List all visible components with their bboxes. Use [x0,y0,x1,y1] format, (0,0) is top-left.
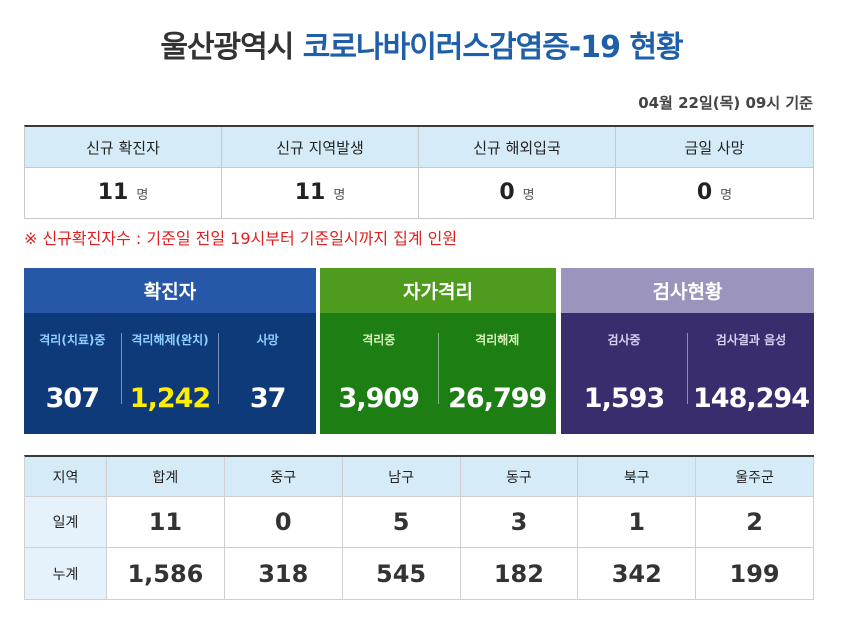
cumulative-uljugun-cell: 199 [696,548,814,599]
unit-label: 명 [522,188,535,203]
released-label: 격리해제 [475,333,520,347]
new-local-cell: 11 명 [222,168,419,218]
namgu-header: 남구 [342,457,461,497]
deaths-value: 37 [249,383,287,414]
new-local-value: 11 [294,180,326,205]
total-header: 합계 [107,457,225,497]
daily-junggu-cell: 0 [224,497,343,548]
recovered-label: 격리해제(완치) [131,333,209,347]
cumulative-row-label: 누계 [25,548,107,599]
quarantined-value: 3,909 [338,383,420,414]
title-city: 울산광역시 [160,30,294,65]
testing-panel-body: 검사중 1,593 검사결과 음성 148,294 [561,313,814,434]
bukgu-header: 북구 [578,457,697,497]
released-stat: 격리해제 26,799 [439,313,557,434]
new-confirmed-cell: 11 명 [25,168,222,218]
in-treatment-label: 격리(치료)중 [39,333,106,347]
recovered-stat: 격리해제(완치) 1,242 [122,313,219,434]
daily-uljugun-cell: 2 [696,497,814,548]
confirmed-panel-body: 격리(치료)중 307 격리해제(완치) 1,242 사망 37 [24,313,316,434]
divider [437,333,439,404]
daily-total-cell: 11 [107,497,225,548]
deaths-label: 사망 [256,333,279,347]
in-treatment-value: 307 [45,383,100,414]
page-title: 울산광역시 코로나바이러스감염증-19 현황 [0,22,843,66]
quarantine-panel-title: 자가격리 [320,268,556,313]
today-deaths-header: 금일 사망 [616,127,813,168]
daily-donggu-cell: 3 [460,497,579,548]
uljugun-header: 울주군 [696,457,814,497]
negative-value: 148,294 [693,383,810,414]
daily-row-label: 일계 [25,497,107,548]
daily-namgu-cell: 5 [342,497,461,548]
cumulative-namgu-cell: 545 [343,548,461,599]
quarantine-panel-body: 격리중 3,909 격리해제 26,799 [320,313,556,434]
divider [218,333,220,404]
donggu-header: 동구 [460,457,579,497]
new-overseas-header: 신규 해외입국 [419,127,616,168]
new-cases-note: ※ 신규확진자수 : 기준일 전일 19시부터 기준일시까지 집계 인원 [24,229,458,248]
cumulative-bukgu-cell: 342 [578,548,697,599]
unit-label: 명 [333,188,346,203]
quarantined-label: 격리중 [362,333,396,347]
today-deaths-cell: 0 명 [616,168,813,218]
cumulative-donggu-cell: 182 [461,548,579,599]
testing-panel: 검사현황 검사중 1,593 검사결과 음성 148,294 [561,268,814,434]
daily-bukgu-cell: 1 [578,497,697,548]
in-treatment-stat: 격리(치료)중 307 [24,313,121,434]
unit-label: 명 [720,188,733,203]
deaths-stat: 사망 37 [219,313,316,434]
confirmed-panel: 확진자 격리(치료)중 307 격리해제(완치) 1,242 사망 37 [24,268,316,434]
divider [687,333,688,404]
today-deaths-value: 0 [696,180,713,205]
new-cases-table: 신규 확진자 신규 지역발생 신규 해외입국 금일 사망 11 명 11 명 0… [24,125,814,219]
quarantined-stat: 격리중 3,909 [320,313,438,434]
junggu-header: 중구 [224,457,343,497]
new-overseas-cell: 0 명 [419,168,616,218]
recovered-value: 1,242 [129,383,211,414]
new-overseas-value: 0 [499,180,515,205]
confirmed-panel-title: 확진자 [24,268,316,313]
new-local-header: 신규 지역발생 [222,127,419,168]
title-main: 코로나바이러스감염증-19 현황 [302,30,684,65]
cumulative-total-cell: 1,586 [107,548,225,599]
new-confirmed-value: 11 [97,180,129,205]
new-confirmed-header: 신규 확진자 [25,127,222,168]
negative-stat: 검사결과 음성 148,294 [688,313,814,434]
cumulative-junggu-cell: 318 [225,548,343,599]
testing-panel-title: 검사현황 [561,268,814,313]
testing-label: 검사중 [607,333,641,347]
divider [120,333,122,404]
region-table: 지역 합계 중구 남구 동구 북구 울주군 일계 11 0 5 3 1 2 누계… [24,455,814,600]
negative-label: 검사결과 음성 [715,333,787,347]
basis-date: 04월 22일(목) 09시 기준 [638,94,813,112]
unit-label: 명 [136,188,149,203]
released-value: 26,799 [448,383,547,414]
region-header: 지역 [25,457,107,497]
testing-stat: 검사중 1,593 [561,313,687,434]
testing-value: 1,593 [583,383,665,414]
quarantine-panel: 자가격리 격리중 3,909 격리해제 26,799 [320,268,556,434]
